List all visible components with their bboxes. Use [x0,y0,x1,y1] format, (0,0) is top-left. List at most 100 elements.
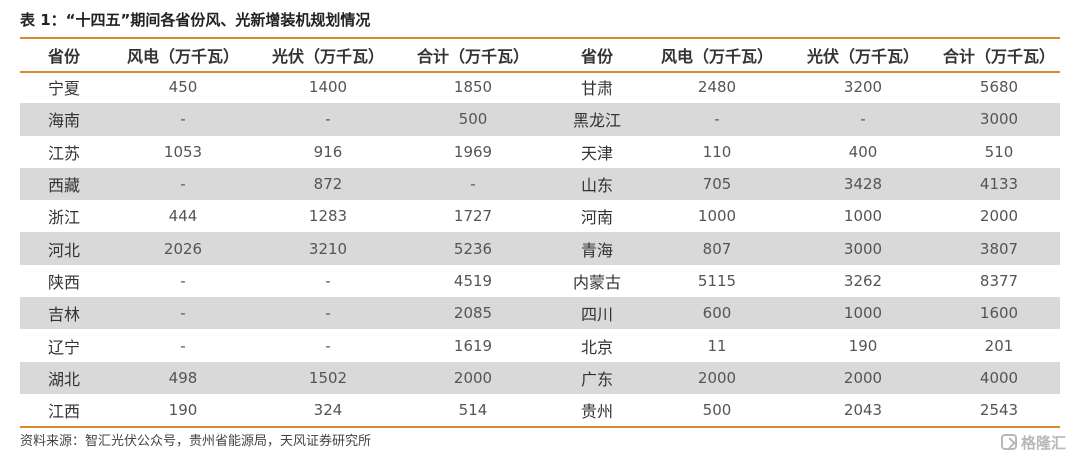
table-row: 江苏 1053 916 1969 天津 110 400 510 [20,136,1060,168]
bottom-rule [20,426,1060,428]
cell-solar-2: 1000 [788,297,938,330]
table-row: 海南 - -500 黑龙江 - -3000 [20,103,1060,136]
header-solar: 光伏（万千瓦） [271,47,384,66]
cell-province-2: 广东 [548,361,646,394]
watermark-logo: 格隆汇 [1000,431,1066,453]
header-solar-2: 光伏（万千瓦） [806,47,919,66]
cell-province-2: 黑龙江 [548,103,646,136]
cell-province: 浙江 [47,208,80,228]
table-row: 江西 190 324 514 贵州 500 2043 2543 [20,394,1060,426]
cell-province: 西藏 [20,167,108,201]
cell-province-2: 河南 [580,208,613,228]
cell-solar-2: 400 [848,142,878,161]
table-row: 西藏 -872- 山东 705 3428 4133 [20,167,1060,201]
source-note: 资料来源：智汇光伏公众号，贵州省能源局，天风证券研究所 [20,434,372,449]
cell-wind: - [180,271,186,290]
cell-total-2: 2000 [979,207,1019,226]
cell-wind: - [108,297,258,330]
cell-province: 辽宁 [47,337,80,357]
cell-total-2: 4133 [938,167,1060,201]
cell-total: 5236 [398,232,548,265]
cell-wind-2: 600 [646,297,788,330]
cell-total-2: 4000 [938,361,1060,394]
cell-total-2: 1600 [938,297,1060,330]
logo-mark-icon [1000,434,1017,450]
cell-province: 海南 [20,103,108,136]
header-province: 省份 [47,47,80,66]
table-row: 湖北 498 1502 2000 广东 2000 2000 4000 [20,361,1060,394]
cell-province: 湖北 [20,361,108,394]
header-total: 合计（万千瓦） [416,47,529,66]
cell-wind-2: 2480 [697,78,737,97]
cell-solar-2: 3200 [843,78,883,97]
top-rule [20,37,1060,39]
cell-total: 500 [398,103,548,136]
cell-solar-2: - [788,103,938,136]
header-row: 省份 风电（万千瓦） 光伏（万千瓦） 合计（万千瓦） 省份 风电（万千瓦） 光伏… [20,39,1060,71]
table-row: 浙江 444 1283 1727 河南 1000 1000 2000 [20,200,1060,232]
table-row: 吉林 - -2085 四川 600 1000 1600 [20,297,1060,330]
cell-solar-2: 3000 [788,232,938,265]
cell-total: 4519 [453,271,493,290]
cell-wind: - [180,336,186,355]
cell-solar: - [325,271,331,290]
header-wind: 风电（万千瓦） [126,47,239,66]
cell-solar: - [258,297,398,330]
cell-total-2: 2543 [979,401,1019,420]
cell-wind: 2026 [108,232,258,265]
cell-wind: 450 [168,78,198,97]
cell-solar: 916 [313,142,343,161]
cell-wind: - [108,167,258,201]
cell-wind-2: 705 [646,167,788,201]
table-row: 宁夏 450 1400 1850 甘肃 2480 3200 5680 [20,71,1060,103]
cell-total-2: 3807 [938,232,1060,265]
cell-solar-2: 1000 [843,207,883,226]
cell-solar: 1502 [258,361,398,394]
cell-solar: 3210 [258,232,398,265]
header-wind-2: 风电（万千瓦） [660,47,773,66]
cell-total-2: 201 [984,336,1014,355]
cell-province: 江西 [47,402,80,422]
cell-wind-2: 11 [707,336,727,355]
cell-total: 1727 [453,207,493,226]
cell-solar-2: 2000 [788,361,938,394]
cell-wind-2: 807 [646,232,788,265]
planning-table: 省份 风电（万千瓦） 光伏（万千瓦） 合计（万千瓦） 省份 风电（万千瓦） 光伏… [20,39,1060,426]
cell-total: 1850 [453,78,493,97]
cell-total-2: 510 [984,142,1014,161]
cell-wind-2: - [646,103,788,136]
cell-wind-2: 1000 [697,207,737,226]
cell-solar-2: 190 [848,336,878,355]
table-row: 河北 2026 3210 5236 青海 807 3000 3807 [20,232,1060,265]
cell-solar-2: 3428 [788,167,938,201]
cell-wind: 498 [108,361,258,394]
table-body: 宁夏 450 1400 1850 甘肃 2480 3200 5680 海南 - -500 黑龙江 - -3… [20,71,1060,426]
cell-solar: 1400 [308,78,348,97]
cell-province: 吉林 [20,297,108,330]
cell-province-2: 北京 [580,337,613,357]
cell-solar-2: 3262 [843,271,883,290]
cell-province-2: 天津 [580,143,613,163]
cell-wind: - [108,103,258,136]
table-row: 陕西 - - 4519 内蒙古 5115 3262 8377 [20,265,1060,297]
cell-total-2: 3000 [938,103,1060,136]
cell-province-2: 山东 [548,167,646,201]
cell-wind: 444 [168,207,198,226]
cell-total: 2085 [398,297,548,330]
table-row: 辽宁 - - 1619 北京 11 190 201 [20,329,1060,361]
cell-wind-2: 2000 [646,361,788,394]
cell-total: 1619 [453,336,493,355]
cell-solar-2: 2043 [843,401,883,420]
cell-province-2: 贵州 [580,402,613,422]
cell-total: - [398,167,548,201]
cell-solar: - [325,336,331,355]
cell-province-2: 甘肃 [580,79,613,99]
cell-wind-2: 5115 [697,271,737,290]
header-rule [20,71,1060,73]
cell-total-2: 8377 [979,271,1019,290]
table-title: 表 1：“十四五”期间各省份风、光新增装机规划情况 [20,11,371,29]
cell-total-2: 5680 [979,78,1019,97]
cell-solar: 872 [258,167,398,201]
cell-solar: 1283 [308,207,348,226]
cell-total: 514 [458,401,488,420]
